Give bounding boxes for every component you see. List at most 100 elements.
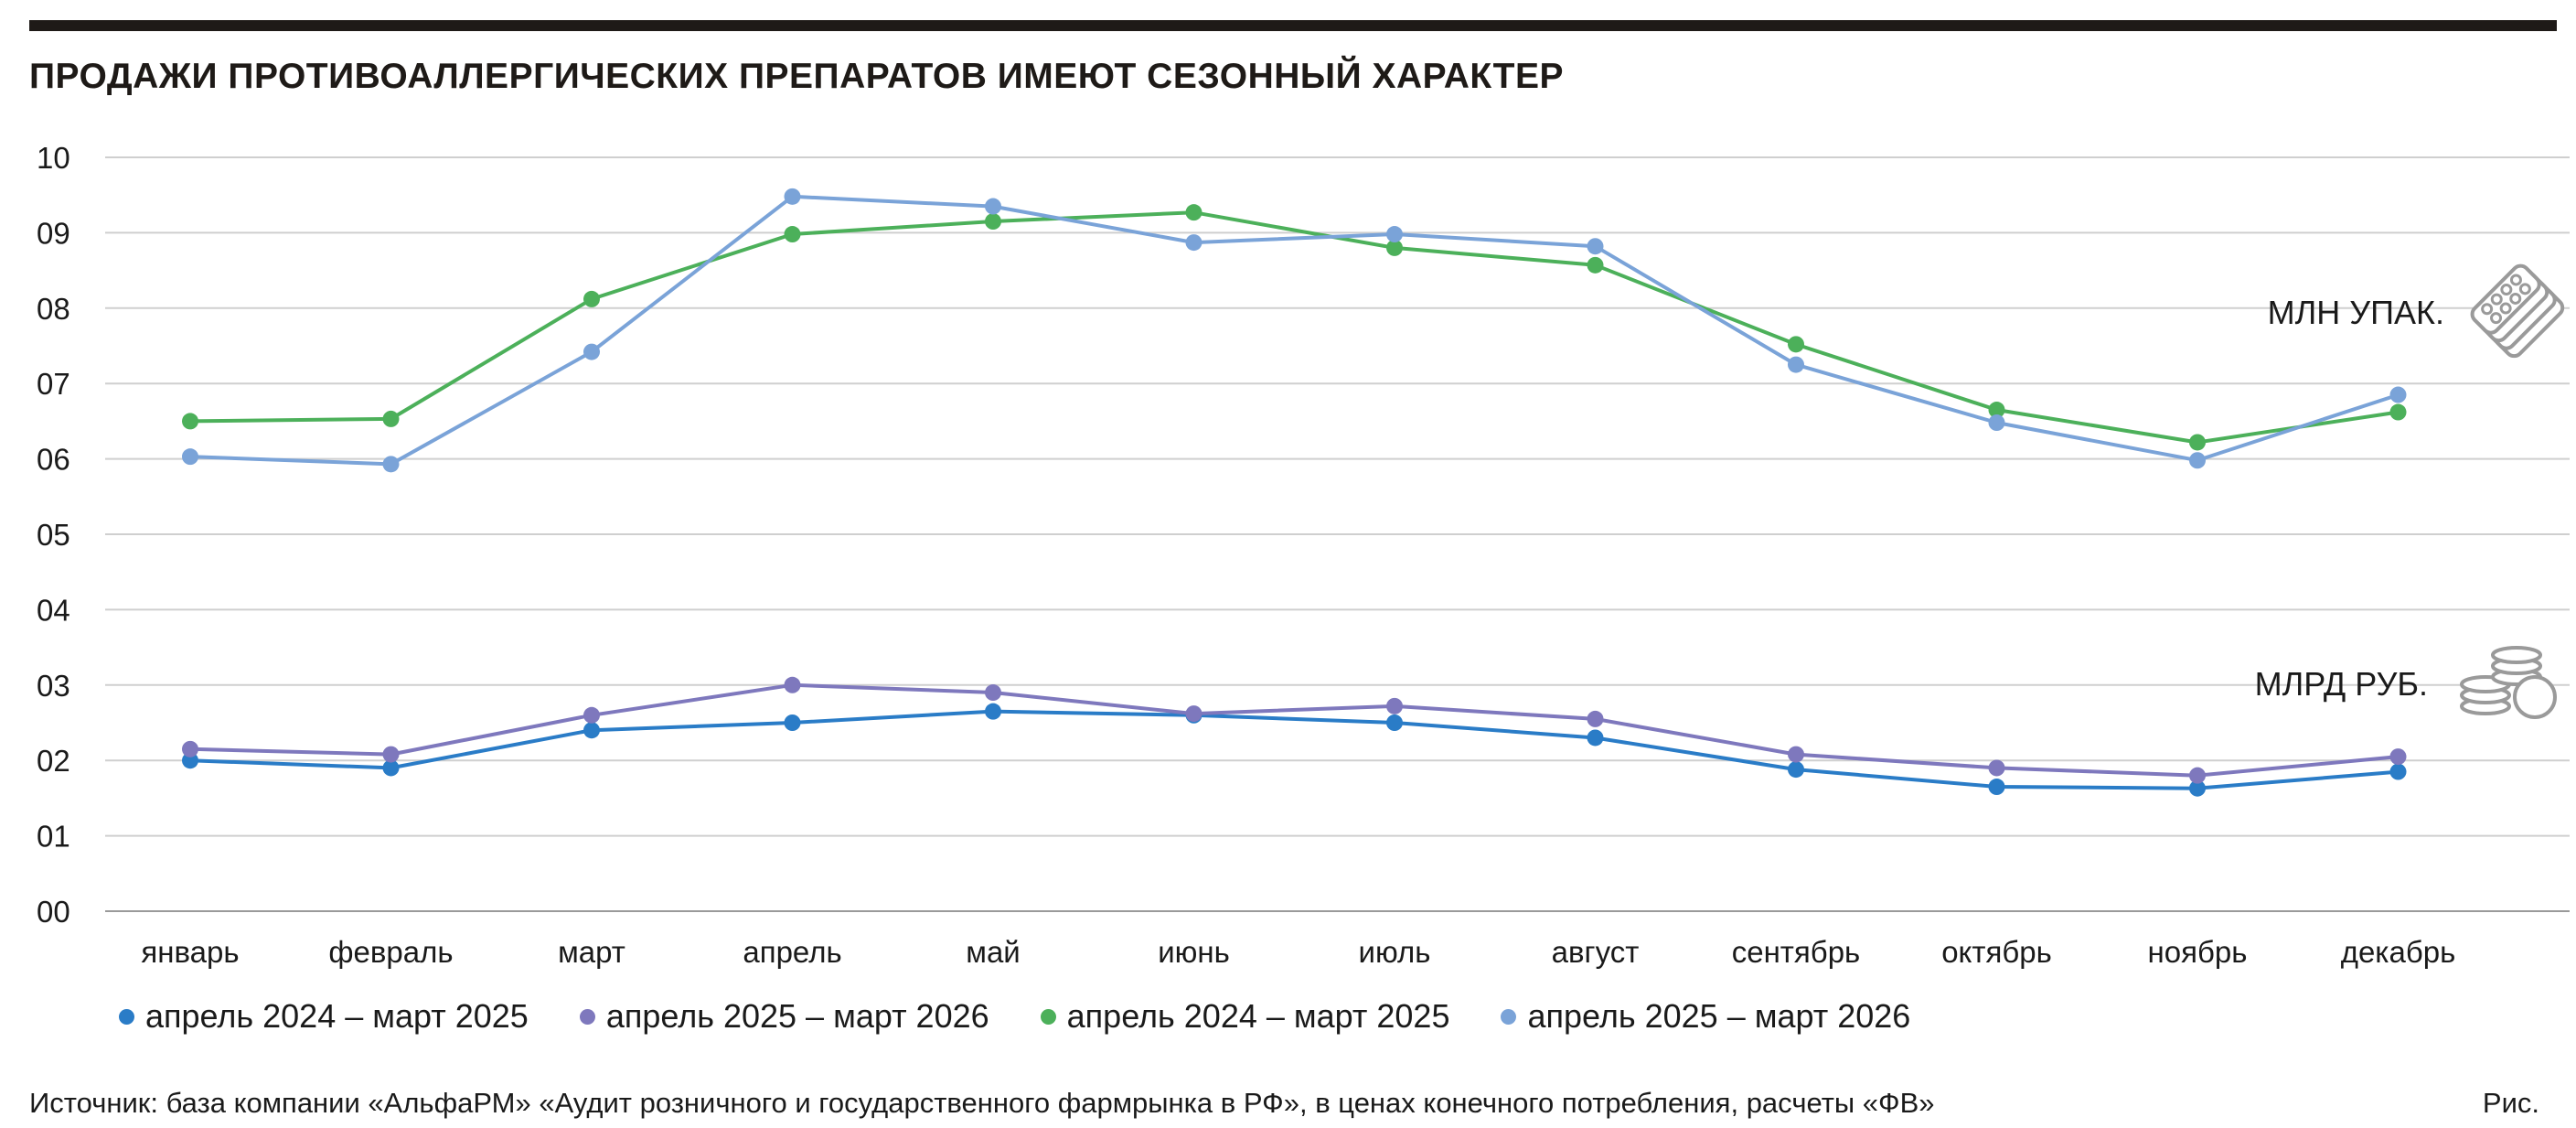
legend-marker [1040, 1008, 1056, 1025]
legend-item: апрель 2024 – март 2025 [119, 997, 529, 1036]
x-tick-label: июль [1359, 935, 1431, 969]
data-point [583, 343, 600, 360]
data-point [1788, 356, 1804, 373]
data-point [583, 706, 600, 724]
data-point [1386, 697, 1403, 714]
legend-marker [119, 1008, 134, 1025]
data-point [1788, 746, 1804, 763]
data-point [1386, 226, 1403, 243]
data-point [1587, 256, 1604, 274]
y-tick-label: 07 [37, 367, 70, 401]
data-point [985, 684, 1001, 702]
data-point [1988, 414, 2005, 432]
data-point [1788, 336, 1804, 353]
y-tick-label: 09 [37, 216, 70, 250]
data-point [784, 676, 801, 693]
coin-stack-icon [2460, 646, 2557, 719]
y-tick-label: 01 [37, 820, 70, 854]
top-rule [29, 20, 2557, 31]
x-tick-label: март [558, 935, 625, 969]
data-point [2389, 403, 2407, 421]
data-point [182, 752, 198, 769]
y-tick-label: 03 [37, 669, 70, 703]
data-point [583, 290, 600, 307]
data-point [1788, 761, 1804, 779]
data-point [985, 213, 1001, 231]
data-point [1185, 204, 1202, 221]
y-tick-label: 08 [37, 292, 70, 326]
y-axis-ticks: 00 01 02 03 04 05 06 07 08 09 10 [37, 141, 70, 929]
x-tick-label: июнь [1158, 935, 1230, 969]
x-axis-ticks: январь февраль март апрель май июнь июль август… [141, 935, 2455, 969]
series-line [189, 194, 2400, 467]
y-tick-label: 02 [37, 744, 70, 778]
legend-label: апрель 2025 – март 2026 [605, 997, 989, 1035]
y-tick-label: 04 [37, 593, 70, 627]
data-point [1386, 239, 1403, 256]
x-tick-label: январь [141, 935, 239, 969]
x-tick-label: ноябрь [2148, 935, 2248, 969]
legend-marker [1501, 1008, 1517, 1025]
x-tick-label: август [1552, 935, 1640, 969]
data-point [382, 456, 400, 473]
legend-item: апрель 2024 – март 2025 [1040, 997, 1450, 1036]
data-point [2389, 748, 2407, 766]
data-point [985, 703, 1001, 720]
chart-title: ПРОДАЖИ ПРОТИВОАЛЛЕРГИЧЕСКИХ ПРЕПАРАТОВ … [29, 57, 1565, 96]
grid-lines [105, 156, 2570, 912]
series-points [182, 188, 2407, 797]
x-tick-label: декабрь [2341, 935, 2456, 969]
x-tick-label: сентябрь [1732, 935, 1861, 969]
data-point [1587, 238, 1604, 255]
figure-label: Рис. [2482, 1087, 2539, 1119]
data-point [2389, 386, 2407, 403]
series-line [189, 210, 2399, 445]
data-point [1185, 705, 1202, 723]
source-note: Источник: база компании «АльфаРМ» «Аудит… [29, 1087, 1935, 1119]
series-line [189, 682, 2399, 778]
legend-item: апрель 2025 – март 2026 [579, 997, 989, 1036]
data-point [182, 740, 198, 757]
data-point [1988, 402, 2005, 419]
data-point [2389, 763, 2407, 780]
x-tick-label: май [966, 935, 1020, 969]
data-point [583, 722, 600, 739]
x-tick-label: октябрь [1941, 935, 2052, 969]
data-point [1587, 729, 1604, 747]
data-point [784, 188, 801, 205]
y-tick-label: 10 [37, 141, 70, 175]
legend-label: апрель 2025 – март 2026 [1527, 997, 1911, 1035]
legend-label: апрель 2024 – март 2025 [145, 997, 529, 1035]
series-lines [189, 194, 2400, 790]
data-point [1988, 759, 2005, 777]
y-tick-label: 06 [37, 443, 70, 477]
legend-marker [579, 1008, 595, 1025]
data-point [1386, 714, 1403, 731]
data-point [784, 226, 801, 243]
series-line [189, 709, 2399, 790]
unit-label-packages: МЛН УПАК. [2268, 294, 2444, 331]
legend-item: апрель 2025 – март 2026 [1501, 997, 1910, 1036]
data-point [182, 448, 198, 466]
data-point [1988, 779, 2005, 796]
y-tick-label: 00 [37, 895, 70, 929]
chart-legend: апрель 2024 – март 2025 апрель 2025 – ма… [119, 997, 1910, 1036]
data-point [2189, 434, 2206, 451]
data-point [784, 714, 801, 731]
data-point [382, 746, 400, 763]
line-chart: 00 01 02 03 04 05 06 07 08 09 10 январь февраль март… [37, 141, 2570, 969]
data-point [1587, 710, 1604, 727]
data-point [1185, 234, 1202, 252]
data-point [2189, 452, 2206, 469]
data-point [382, 759, 400, 777]
x-tick-label: февраль [328, 935, 453, 969]
data-point [182, 413, 198, 430]
y-tick-label: 05 [37, 518, 70, 552]
x-tick-label: апрель [743, 935, 841, 969]
pill-blister-stack-icon [2470, 263, 2565, 359]
legend-label: апрель 2024 – март 2025 [1066, 997, 1450, 1035]
data-point [2189, 779, 2206, 797]
data-point [382, 410, 400, 427]
unit-label-rubles: МЛРД РУБ. [2255, 665, 2428, 703]
data-point [985, 198, 1001, 215]
